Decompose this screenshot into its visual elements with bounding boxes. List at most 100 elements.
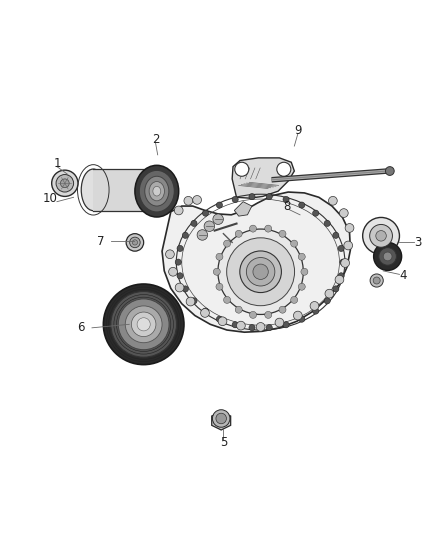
Circle shape <box>333 286 339 292</box>
Circle shape <box>56 174 74 192</box>
Circle shape <box>293 311 302 320</box>
Circle shape <box>223 240 230 247</box>
Ellipse shape <box>144 179 156 200</box>
Circle shape <box>324 298 330 304</box>
Circle shape <box>279 230 286 237</box>
Polygon shape <box>234 201 252 216</box>
Circle shape <box>131 312 156 336</box>
Ellipse shape <box>141 175 159 205</box>
Circle shape <box>338 273 344 279</box>
Circle shape <box>283 196 289 203</box>
Circle shape <box>216 202 223 208</box>
Circle shape <box>266 193 272 200</box>
Circle shape <box>213 214 223 224</box>
Circle shape <box>298 253 305 260</box>
Circle shape <box>277 162 291 176</box>
Circle shape <box>345 223 354 232</box>
Circle shape <box>213 268 220 275</box>
Circle shape <box>177 245 183 252</box>
Ellipse shape <box>145 176 169 206</box>
Circle shape <box>283 322 289 328</box>
Text: 3: 3 <box>415 236 422 249</box>
Circle shape <box>335 275 344 284</box>
Circle shape <box>235 306 242 313</box>
Circle shape <box>325 289 334 298</box>
Circle shape <box>301 268 308 275</box>
Ellipse shape <box>246 257 275 286</box>
Circle shape <box>201 309 209 317</box>
Circle shape <box>184 197 193 205</box>
Circle shape <box>313 308 319 314</box>
Circle shape <box>383 252 392 261</box>
Circle shape <box>291 296 298 303</box>
Circle shape <box>370 274 383 287</box>
Circle shape <box>279 306 286 313</box>
Circle shape <box>204 221 215 231</box>
Polygon shape <box>162 192 350 332</box>
Circle shape <box>216 316 223 322</box>
Ellipse shape <box>147 184 154 196</box>
Circle shape <box>216 283 223 290</box>
Circle shape <box>191 298 197 304</box>
Circle shape <box>130 237 140 248</box>
Circle shape <box>235 162 249 176</box>
Circle shape <box>249 193 255 200</box>
Circle shape <box>249 325 255 330</box>
Circle shape <box>166 250 174 259</box>
Text: 2: 2 <box>152 133 159 146</box>
Circle shape <box>177 273 183 279</box>
Circle shape <box>232 322 238 328</box>
Circle shape <box>182 232 188 238</box>
Circle shape <box>266 325 272 330</box>
Circle shape <box>341 259 350 268</box>
Circle shape <box>137 318 150 331</box>
Circle shape <box>191 220 197 227</box>
Circle shape <box>202 210 208 216</box>
Text: 1: 1 <box>53 157 61 170</box>
Ellipse shape <box>138 169 162 211</box>
Circle shape <box>265 311 272 318</box>
Circle shape <box>250 225 257 232</box>
Circle shape <box>340 259 346 265</box>
Ellipse shape <box>135 165 179 217</box>
Circle shape <box>373 277 380 284</box>
Circle shape <box>182 286 188 292</box>
Text: 7: 7 <box>97 235 105 248</box>
Circle shape <box>379 248 396 265</box>
Ellipse shape <box>253 264 268 279</box>
Circle shape <box>328 197 337 205</box>
Ellipse shape <box>81 169 105 211</box>
Circle shape <box>275 318 284 327</box>
Text: 5: 5 <box>220 436 227 449</box>
Circle shape <box>169 268 177 276</box>
Circle shape <box>250 311 257 318</box>
Circle shape <box>339 209 348 217</box>
Circle shape <box>52 170 78 197</box>
Text: 9: 9 <box>294 124 302 137</box>
Text: 8: 8 <box>283 199 290 213</box>
Text: 6: 6 <box>77 321 85 334</box>
Circle shape <box>237 321 245 330</box>
Text: 10: 10 <box>43 192 58 205</box>
Circle shape <box>324 220 330 227</box>
Ellipse shape <box>149 182 164 201</box>
Circle shape <box>313 210 319 216</box>
Circle shape <box>333 232 339 238</box>
Circle shape <box>299 202 305 208</box>
Circle shape <box>265 225 272 232</box>
Ellipse shape <box>227 238 294 306</box>
Bar <box>93 169 150 211</box>
Circle shape <box>186 297 195 306</box>
Circle shape <box>103 284 184 365</box>
Ellipse shape <box>218 229 303 314</box>
Circle shape <box>338 245 344 252</box>
Circle shape <box>216 415 226 426</box>
Circle shape <box>118 299 169 350</box>
Circle shape <box>126 233 144 251</box>
Circle shape <box>212 410 230 427</box>
Text: 4: 4 <box>399 269 407 282</box>
Circle shape <box>235 230 242 237</box>
Ellipse shape <box>139 171 174 212</box>
Circle shape <box>132 240 138 245</box>
Circle shape <box>298 283 305 290</box>
